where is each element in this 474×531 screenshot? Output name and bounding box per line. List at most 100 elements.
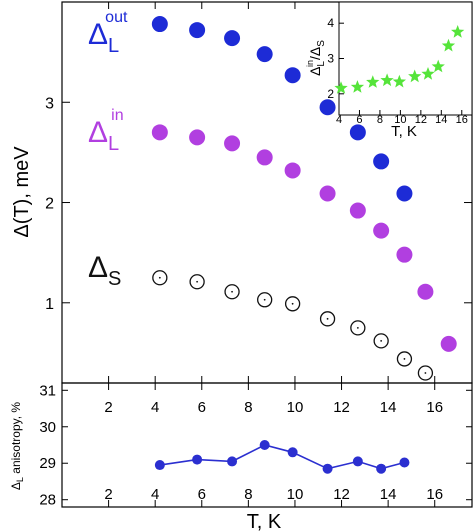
inset-xtick-label-3: 10 — [394, 114, 406, 126]
bottom-ylabel: ΔL anisotropy, % — [9, 402, 25, 491]
inset-star-6 — [421, 67, 435, 80]
main-ytick-label-1: 2 — [45, 196, 54, 213]
main-point-s1-2 — [224, 135, 241, 152]
inset-star-8 — [441, 38, 456, 52]
main-point-dot-s2-5 — [326, 317, 329, 320]
bottom-point-3 — [259, 440, 270, 450]
bottom-point-8 — [399, 457, 410, 468]
main-point-dot-s2-1 — [196, 280, 199, 283]
legend-label-delta-l-out: ΔLout — [88, 9, 128, 57]
main-point-dot-s2-2 — [231, 290, 233, 293]
legend-label-delta-l-in-sup: in — [111, 107, 123, 124]
bottom-ytick-label-0: 28 — [39, 492, 56, 509]
main-ylabel: Δ(T), meV — [11, 146, 33, 238]
main-point-dot-s2-0 — [158, 276, 161, 279]
legend-label-delta-l-out-sup: out — [105, 9, 128, 26]
legend-label-delta-l-in-main: Δ — [88, 116, 108, 149]
bottom-point-5 — [322, 463, 333, 474]
main-point-dot-s2-7 — [380, 339, 383, 342]
main-point-s1-9 — [417, 283, 434, 300]
legend-label-delta-l-in: ΔLin — [88, 107, 124, 155]
bottom-point-2 — [227, 456, 238, 467]
inset-star-9 — [451, 25, 465, 38]
inset-ylabel-sub-2: S — [316, 40, 327, 47]
bottom-point-7 — [376, 463, 387, 474]
main-point-s1-5 — [319, 185, 336, 202]
bottom-ytick-label-3: 31 — [39, 382, 56, 399]
main-point-s2-8 — [396, 351, 413, 367]
main-point-s0-4 — [284, 67, 301, 84]
main-point-s2-5 — [319, 311, 336, 327]
bottom-xtick-label-3: 8 — [244, 486, 252, 503]
bottom-xtick-label-1: 4 — [151, 486, 159, 503]
bottom-ylabel-sub: L — [15, 477, 25, 482]
main-point-s0-1 — [189, 22, 206, 39]
inset-star-4 — [392, 74, 406, 88]
bottom-xlabel: T, K — [247, 511, 282, 531]
main-point-s0-3 — [256, 46, 273, 63]
bottom-point-6 — [352, 456, 363, 467]
bottom-xtick-top-label-7: 16 — [426, 399, 443, 416]
bottom-xtick-label-7: 16 — [426, 486, 443, 503]
inset-ytick-label-2: 4 — [327, 16, 334, 30]
inset-xtick-label-5: 14 — [435, 114, 447, 126]
main-point-s0-7 — [373, 153, 390, 170]
inset-data-marks — [334, 25, 465, 94]
main-point-s0-0 — [151, 16, 168, 33]
main-point-s2-3 — [257, 292, 273, 308]
main-point-s1-10 — [440, 335, 457, 352]
bottom-point-4 — [287, 447, 298, 458]
inset-background — [339, 2, 472, 115]
main-point-dot-s2-3 — [263, 298, 266, 301]
legend-label-delta-s-sub: S — [108, 268, 121, 290]
inset-xtick-label-6: 16 — [456, 114, 468, 126]
main-point-s0-5 — [319, 99, 336, 116]
legend-label-delta-l-in-sub: L — [108, 133, 119, 155]
bottom-xtick-label-5: 12 — [333, 486, 350, 503]
inset-star-3 — [380, 73, 394, 87]
inset-ylabel: ΔLin/ΔS — [305, 40, 327, 76]
inset-ylabel-sep: / — [307, 56, 323, 60]
main-point-s1-1 — [189, 129, 206, 146]
inset-star-7 — [431, 59, 445, 73]
inset-ytick-label-1: 3 — [327, 52, 334, 66]
bottom-point-1 — [192, 454, 203, 465]
inset-ylabel-sub-1: L — [316, 61, 327, 67]
bottom-xtick-top-label-5: 12 — [333, 399, 350, 416]
main-point-s2-4 — [284, 296, 301, 312]
inset-ytick-label-0: 2 — [327, 87, 334, 101]
inset-xtick-label-2: 8 — [377, 114, 383, 126]
main-point-s1-8 — [396, 246, 413, 263]
bottom-xtick-top-label-1: 4 — [151, 399, 159, 416]
bottom-xtick-label-2: 6 — [198, 486, 206, 503]
bottom-xtick-top-label-3: 8 — [244, 399, 252, 416]
bottom-panel: 2 2 4 4 6 6 8 8 10 10 12 12 14 14 16 16 28 29 30 31 ΔL anis… — [9, 382, 473, 531]
inset-star-5 — [408, 69, 422, 83]
main-point-s1-6 — [349, 202, 366, 219]
legend-label-delta-s: ΔS — [88, 251, 121, 290]
main-point-s1-7 — [373, 222, 390, 239]
main-point-s2-0 — [152, 270, 168, 286]
inset-xtick-label-0: 4 — [336, 114, 342, 126]
main-data-marks — [151, 16, 457, 381]
legend-label-delta-s-main: Δ — [88, 251, 108, 284]
main-point-s2-1 — [189, 274, 205, 290]
main-point-s0-8 — [396, 185, 413, 202]
bottom-data-marks — [154, 440, 410, 474]
bottom-xtick-top-label-4: 10 — [287, 399, 304, 416]
bottom-xtick-label-0: 2 — [104, 486, 112, 503]
main-point-s1-0 — [151, 124, 168, 141]
bottom-point-0 — [154, 460, 165, 471]
main-point-s2-9 — [417, 365, 434, 381]
bottom-ytick-label-2: 30 — [39, 419, 56, 436]
main-ytick-label-2: 3 — [45, 95, 54, 112]
main-point-dot-s2-6 — [356, 326, 359, 329]
inset-ylabel-main: Δ — [307, 67, 323, 76]
main-point-s0-2 — [224, 30, 241, 47]
bottom-xtick-top-label-0: 2 — [104, 399, 112, 416]
bottom-xtick-top-label-2: 6 — [198, 399, 206, 416]
inset-star-0 — [334, 81, 348, 94]
inset-ylabel-main-2: Δ — [307, 47, 323, 56]
inset-xlabel: T, K — [391, 123, 417, 140]
